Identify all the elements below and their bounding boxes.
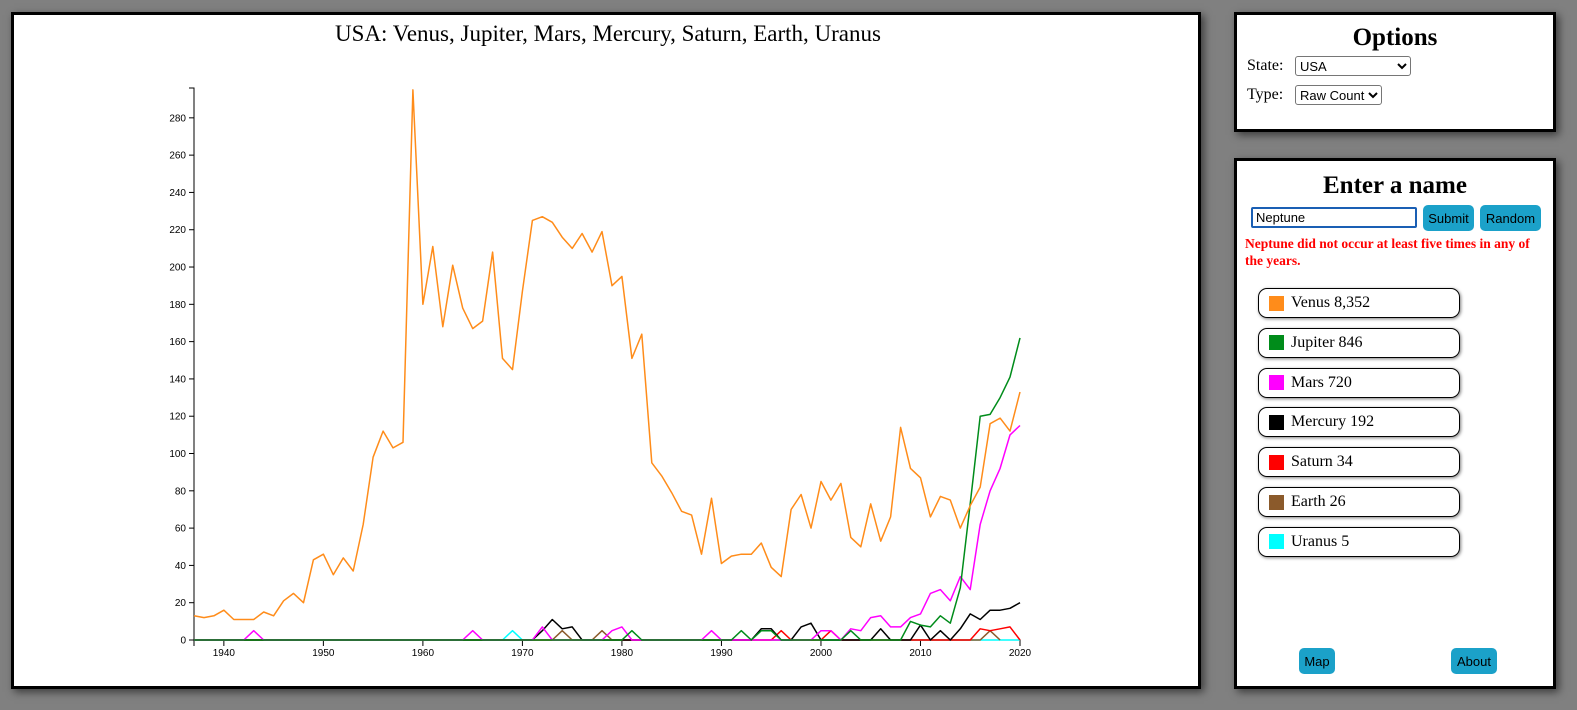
series-line-jupiter (194, 337, 1021, 641)
legend-swatch (1269, 335, 1284, 351)
legend-swatch (1269, 295, 1284, 311)
legend-label: Saturn 34 (1291, 453, 1353, 471)
legend-label: Venus 8,352 (1291, 294, 1371, 311)
series-line-mars (194, 424, 1021, 641)
chart-title: USA: Venus, Jupiter, Mars, Mercury, Satu… (335, 21, 881, 46)
y-tick-label: 20 (175, 598, 187, 609)
y-axis-line (189, 87, 195, 641)
legend-label: Uranus 5 (1291, 532, 1350, 550)
legend-label: Mars 720 (1291, 373, 1352, 391)
y-tick-label: 40 (175, 561, 187, 572)
series-line-earth (194, 629, 1001, 641)
y-tick-label: 140 (169, 374, 186, 385)
x-tick-label: 1970 (511, 648, 534, 659)
legend-swatch (1269, 534, 1284, 550)
error-message: Neptune did not occur at least five time… (1245, 236, 1530, 268)
legend-swatch (1269, 454, 1284, 470)
legend-label: Earth 26 (1291, 493, 1346, 510)
legend-item[interactable]: Earth 26 (1258, 487, 1460, 517)
x-tick-label: 2000 (810, 648, 833, 659)
legend-item[interactable]: Saturn 34 (1258, 447, 1460, 478)
y-tick-label: 240 (169, 188, 186, 199)
line-chart: USA: Venus, Jupiter, Mars, Mercury, Satu… (169, 21, 1032, 659)
legend-item[interactable]: Mercury 192 (1258, 407, 1460, 438)
y-axis: 0 20 40 60 80 100 120 140 160 180 200 220 240 260 280 (169, 87, 195, 647)
x-axis-line (193, 639, 1021, 646)
y-tick-label: 160 (169, 337, 186, 348)
x-axis: 1940 1950 1960 1970 1980 1990 2000 2010 2020 (193, 639, 1032, 659)
type-label: Type: (1247, 86, 1284, 103)
series-layer (193, 89, 1021, 641)
about-button[interactable]: About (1451, 648, 1497, 674)
legend-item[interactable]: Jupiter 846 (1258, 327, 1460, 358)
state-row: State: USA (1247, 56, 1411, 76)
x-tick-label: 2010 (909, 648, 932, 659)
series-line-venus (193, 89, 1021, 621)
y-tick-label: 180 (169, 300, 186, 311)
type-select[interactable]: Raw Count (1295, 85, 1382, 105)
y-tick-label: 200 (169, 263, 186, 274)
options-panel: Options State: USA Type: Raw Count (1234, 12, 1556, 132)
chart-panel: USA: Venus, Jupiter, Mars, Mercury, Satu… (11, 12, 1201, 689)
x-tick-label: 1960 (412, 648, 435, 659)
y-tick-label: 0 (180, 636, 186, 647)
name-panel-title: Enter a name (1323, 172, 1467, 199)
y-tick-label: 260 (169, 151, 186, 162)
legend-label: Jupiter 846 (1291, 333, 1363, 351)
x-tick-label: 1950 (312, 648, 335, 659)
map-button[interactable]: Map (1299, 648, 1335, 674)
x-tick-label: 2020 (1009, 648, 1032, 659)
series-line-saturn (194, 626, 1021, 641)
y-tick-label: 100 (169, 449, 186, 460)
x-tick-label: 1980 (611, 648, 634, 659)
legend-item[interactable]: Uranus 5 (1258, 526, 1460, 557)
name-input[interactable] (1251, 207, 1417, 228)
y-tick-label: 80 (175, 486, 187, 497)
state-select[interactable]: USA (1295, 56, 1411, 76)
y-tick-label: 120 (169, 412, 186, 423)
x-tick-label: 1990 (710, 648, 733, 659)
type-row: Type: Raw Count (1247, 85, 1382, 105)
y-tick-label: 60 (175, 524, 187, 535)
state-label: State: (1247, 57, 1284, 74)
legend-swatch (1269, 494, 1284, 510)
random-button[interactable]: Random (1480, 205, 1541, 231)
legend-item[interactable]: Venus 8,352 (1258, 288, 1460, 318)
options-title: Options (1352, 24, 1438, 51)
y-tick-label: 220 (169, 225, 186, 236)
series-line-mercury (194, 602, 1021, 641)
name-panel: Enter a name Submit Random Neptune did n… (1234, 158, 1556, 689)
legend-item[interactable]: Mars 720 (1258, 367, 1460, 398)
y-tick-label: 280 (169, 113, 186, 124)
legend-swatch (1269, 414, 1284, 430)
legend-swatch (1269, 375, 1284, 391)
x-tick-label: 1940 (213, 648, 236, 659)
legend-label: Mercury 192 (1291, 413, 1375, 431)
submit-button[interactable]: Submit (1423, 205, 1474, 231)
